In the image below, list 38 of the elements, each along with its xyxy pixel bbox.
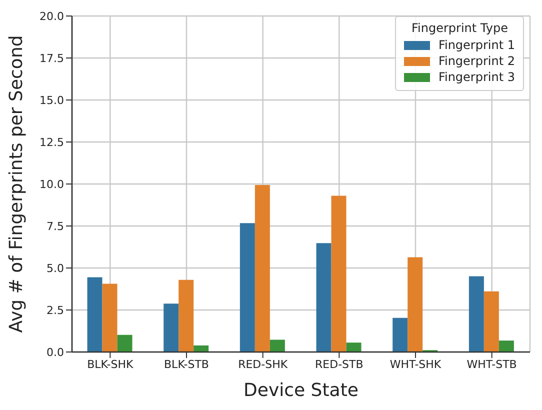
bar: [408, 257, 423, 352]
y-tick-label: 20.0: [40, 10, 64, 23]
bar: [194, 345, 209, 352]
bar: [484, 291, 499, 352]
x-tick-label: BLK-SHK: [87, 358, 134, 371]
bar: [240, 223, 255, 352]
y-tick-label: 15.0: [40, 94, 64, 107]
bar: [346, 342, 362, 352]
bar: [316, 243, 332, 352]
bar: [102, 284, 118, 352]
bar: [498, 340, 514, 352]
legend-label: Fingerprint 3: [438, 70, 515, 84]
bar: [164, 304, 179, 352]
bar: [331, 196, 346, 352]
y-tick-label: 10.0: [40, 178, 64, 191]
bar: [270, 340, 285, 352]
y-tick-label: 17.5: [40, 52, 64, 65]
x-tick-label: BLK-STB: [164, 358, 209, 371]
y-tick-label: 2.5: [46, 304, 64, 317]
legend-label: Fingerprint 1: [438, 38, 515, 52]
legend-label: Fingerprint 2: [438, 54, 515, 68]
bar: [87, 277, 102, 352]
x-tick-label: WHT-STB: [466, 358, 517, 371]
y-tick-label: 0.0: [46, 346, 64, 359]
legend-title: Fingerprint Type: [410, 21, 509, 35]
bar: [392, 318, 408, 352]
y-axis-title: Avg # of Fingerprints per Second: [6, 35, 27, 333]
x-tick-label: WHT-SHK: [390, 358, 442, 371]
bar: [178, 280, 194, 352]
bar: [117, 334, 132, 352]
bar: [254, 185, 270, 352]
bar: [468, 276, 484, 352]
x-axis-title: Device State: [244, 380, 358, 401]
y-tick-label: 5.0: [46, 262, 64, 275]
y-tick-label: 12.5: [40, 136, 64, 149]
y-tick-label: 7.5: [46, 220, 64, 233]
x-tick-label: RED-SHK: [238, 358, 288, 371]
x-tick-label: RED-STB: [315, 358, 364, 371]
